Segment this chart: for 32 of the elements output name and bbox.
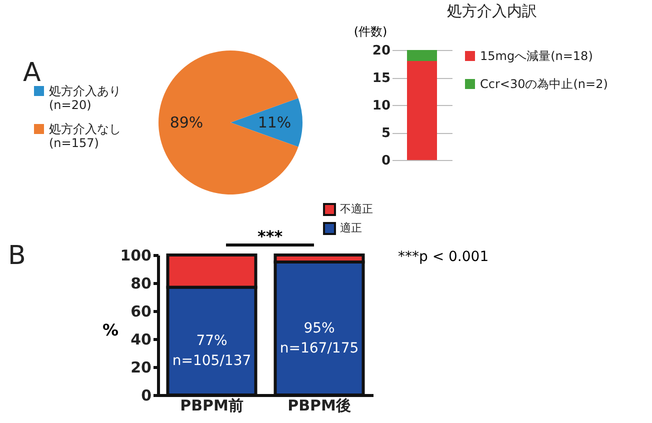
pie-slice [230, 98, 302, 147]
y-tick-label: 20 [372, 44, 390, 58]
data-label: 11% [258, 114, 292, 132]
y-axis-title: (件数) [354, 24, 388, 38]
legend-label: 適正 [340, 222, 362, 234]
text: *** [257, 227, 284, 246]
data-label: 77% n=105/137 [172, 333, 252, 370]
y-tick-label: 100 [120, 246, 152, 264]
chart-title: B [8, 241, 26, 271]
y-tick-label: 60 [130, 302, 152, 320]
legend-label: 処方介入なし (n=157) [49, 122, 121, 150]
pie-slice [158, 50, 298, 194]
y-tick-label: 0 [141, 386, 152, 404]
x-tick-label: PBPM後 [288, 396, 351, 414]
y-tick-label: 80 [130, 274, 152, 292]
data-label: 89% [170, 114, 204, 132]
legend-label: Ccr<30の為中止(n=2) [480, 77, 608, 91]
legend-label: 処方介入あり (n=20) [49, 84, 121, 112]
y-tick-label: 20 [130, 358, 152, 376]
y-tick-label: 40 [130, 330, 152, 348]
data-label: 95% n=167/175 [280, 320, 359, 356]
legend-label: 不適正 [340, 202, 373, 216]
y-tick-label: 10 [372, 98, 390, 114]
y-tick-label: 5 [381, 126, 390, 141]
legend-label: 15mgへ減量(n=18) [480, 49, 593, 63]
y-tick-label: 0 [381, 154, 390, 168]
chart-title: A [23, 58, 41, 88]
y-tick-label: 15 [372, 71, 390, 86]
x-tick-label: PBPM前 [180, 396, 244, 414]
y-axis-title: % [102, 320, 118, 340]
text: 処方介入内訳 [447, 2, 537, 20]
text: ***p < 0.001 [398, 249, 489, 265]
